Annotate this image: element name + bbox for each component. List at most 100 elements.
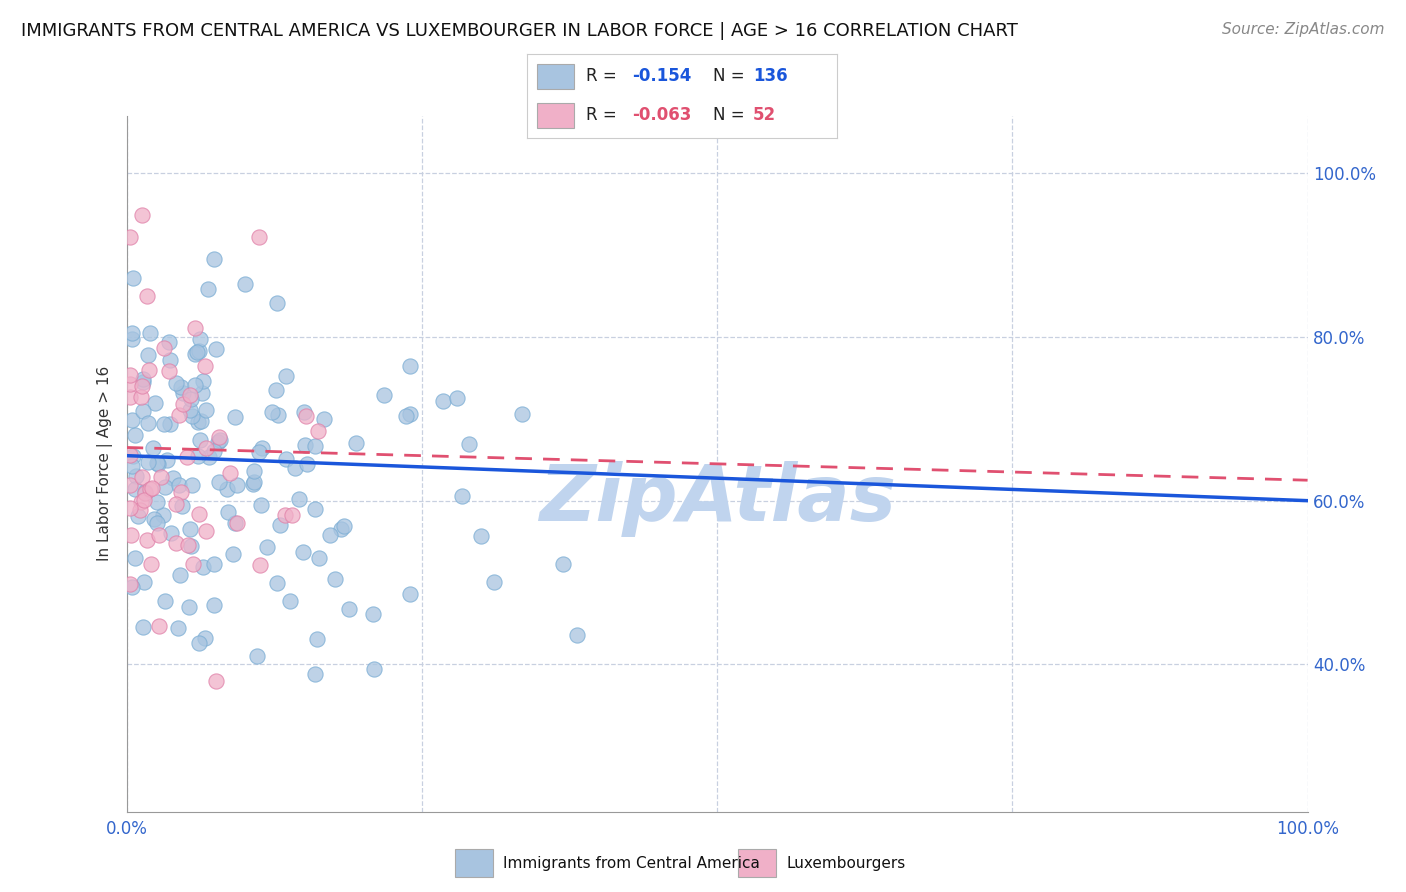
Point	[446, 392, 468, 406]
Point	[344, 436, 367, 450]
Point	[138, 363, 160, 377]
Point	[281, 508, 304, 523]
Point	[304, 667, 326, 681]
Point	[202, 557, 225, 571]
Point	[179, 402, 201, 417]
Point	[191, 386, 214, 401]
Point	[219, 466, 242, 480]
Point	[191, 375, 214, 389]
Point	[183, 320, 205, 334]
Point	[209, 434, 232, 448]
Point	[217, 505, 239, 519]
Text: 136: 136	[754, 68, 787, 86]
Point	[186, 345, 208, 359]
Point	[122, 271, 145, 285]
Point	[124, 427, 146, 442]
Point	[162, 471, 184, 485]
Point	[157, 335, 180, 350]
Point	[482, 574, 505, 589]
Point	[125, 468, 148, 483]
Point	[295, 409, 318, 423]
Point	[221, 547, 243, 561]
Point	[202, 598, 225, 612]
Point	[226, 478, 249, 492]
Point	[266, 296, 288, 310]
Point	[224, 516, 246, 530]
Point	[250, 498, 273, 512]
Point	[194, 359, 217, 374]
Text: Immigrants from Central America: Immigrants from Central America	[503, 855, 761, 871]
Point	[294, 437, 316, 451]
Point	[304, 439, 326, 453]
Point	[167, 621, 190, 635]
Point	[157, 364, 180, 378]
Text: N =: N =	[713, 68, 749, 86]
Point	[242, 464, 264, 478]
Point	[323, 572, 346, 586]
Point	[314, 412, 336, 426]
Point	[207, 475, 229, 489]
Point	[141, 481, 163, 495]
Bar	[456, 849, 492, 877]
Point	[398, 587, 420, 601]
Point	[181, 478, 204, 492]
Point	[148, 618, 170, 632]
Point	[121, 580, 143, 594]
Point	[250, 442, 273, 456]
Point	[319, 528, 342, 542]
Point	[266, 576, 288, 591]
Point	[181, 557, 204, 571]
Point	[246, 648, 269, 663]
Point	[187, 415, 209, 429]
Text: N =: N =	[713, 106, 749, 124]
Point	[267, 408, 290, 422]
Text: Luxembourgers: Luxembourgers	[786, 855, 905, 871]
Point	[167, 478, 190, 492]
Point	[179, 522, 201, 536]
Point	[120, 230, 142, 244]
Point	[194, 441, 217, 455]
Point	[274, 508, 297, 523]
Point	[145, 456, 167, 470]
Point	[176, 450, 198, 464]
Point	[269, 518, 291, 533]
Point	[195, 524, 218, 538]
Point	[235, 277, 257, 291]
Point	[148, 528, 170, 542]
Point	[288, 492, 311, 507]
Point	[120, 478, 142, 492]
Point	[225, 516, 247, 530]
Point	[120, 368, 142, 383]
Point	[305, 632, 328, 646]
Point	[120, 577, 142, 591]
Point	[172, 397, 194, 411]
Point	[165, 376, 187, 390]
Point	[172, 386, 194, 401]
Point	[262, 405, 284, 419]
Point	[153, 341, 176, 355]
Point	[169, 408, 191, 422]
Point	[567, 628, 589, 642]
Point	[141, 442, 163, 456]
Point	[120, 448, 142, 462]
Point	[138, 455, 160, 469]
Point	[330, 522, 353, 536]
Point	[121, 332, 143, 346]
Point	[247, 445, 270, 459]
Point	[169, 568, 191, 582]
Y-axis label: In Labor Force | Age > 16: In Labor Force | Age > 16	[97, 367, 114, 561]
Point	[280, 594, 302, 608]
Point	[188, 332, 211, 346]
Point	[132, 574, 155, 589]
Point	[295, 458, 318, 472]
Point	[205, 342, 228, 356]
Point	[143, 396, 166, 410]
Text: R =: R =	[586, 106, 621, 124]
Point	[170, 485, 193, 500]
Point	[284, 461, 307, 475]
Point	[132, 372, 155, 386]
Point	[202, 444, 225, 458]
Point	[156, 452, 179, 467]
Point	[120, 376, 142, 391]
Point	[458, 437, 481, 451]
